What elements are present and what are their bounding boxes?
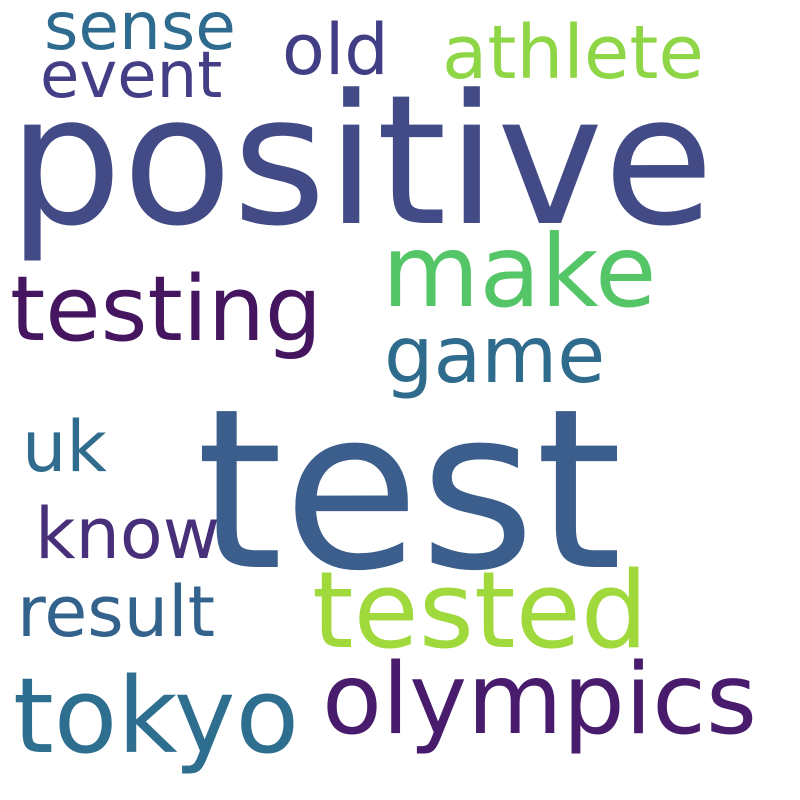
word-event: event	[40, 39, 223, 113]
word-game: game	[384, 311, 606, 401]
word-make: make	[382, 213, 657, 330]
word-sense: sense	[44, 0, 236, 65]
word-athlete: athlete	[442, 10, 704, 96]
word-result: result	[17, 571, 216, 653]
word-uk: uk	[22, 406, 107, 488]
word-know: know	[35, 493, 220, 575]
word-olympics: olympics	[322, 643, 758, 757]
word-testing: testing	[10, 257, 323, 362]
word-tokyo: tokyo	[13, 655, 300, 777]
word-positive: positive	[8, 57, 715, 266]
word-test: test	[196, 362, 623, 620]
word-tested: tested	[312, 549, 649, 672]
word-old: old	[282, 9, 389, 91]
